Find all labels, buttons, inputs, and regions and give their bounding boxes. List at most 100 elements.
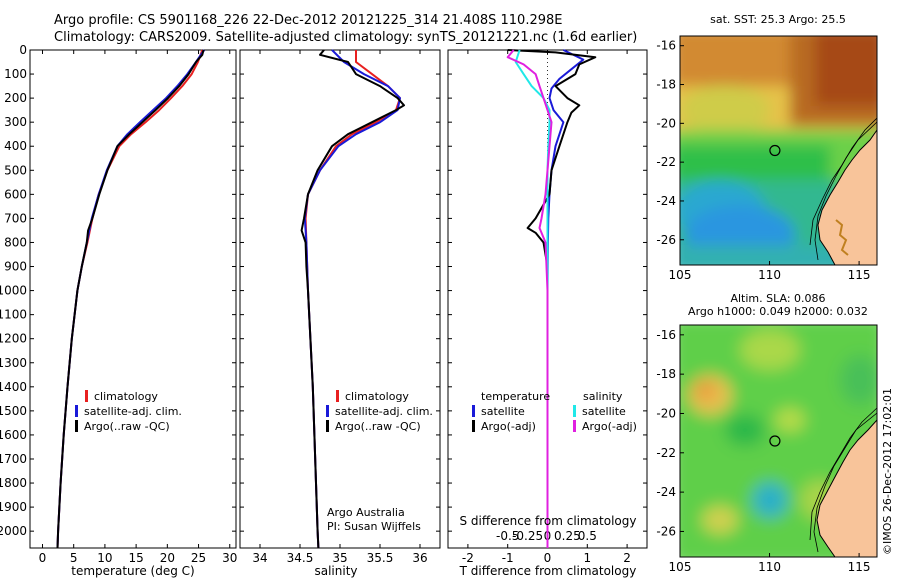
map-y-tick-label: -26: [656, 233, 676, 247]
series-line-satellite: [514, 49, 551, 548]
y-tick-label: 600: [4, 187, 27, 201]
argo-position-marker: [769, 144, 781, 157]
x-tick-label: 1: [583, 551, 591, 565]
x-tick-label: -1: [502, 551, 514, 565]
sla-map-title-1: Altim. SLA: 0.086: [730, 292, 825, 305]
map-y-tick-label: -16: [656, 328, 676, 342]
y-tick-label: 100: [4, 67, 27, 81]
legend-header-salinity: salinity: [583, 390, 623, 403]
legend-swatch-sal-argo: [573, 420, 576, 432]
y-tick-label: 1800: [0, 476, 27, 490]
map-y-tick-label: -18: [656, 78, 676, 92]
legend-swatch-temp-satellite: [472, 405, 475, 417]
y-tick-label: 1900: [0, 500, 27, 514]
top-x-tick-label: -0.25: [512, 529, 543, 543]
map-x-tick-label: 115: [848, 268, 871, 282]
legend-label-argo: Argo(..raw -QC): [84, 420, 170, 433]
y-tick-label: 500: [4, 163, 27, 177]
series-group: [300, 49, 405, 549]
y-tick-label: 1500: [0, 404, 27, 418]
y-tick-label: 200: [4, 91, 27, 105]
salinity-legend: climatology satellite-adj. clim. Argo(..…: [326, 390, 433, 533]
panel-frame: [239, 49, 441, 549]
legend-label-climatology: climatology: [94, 390, 158, 403]
temperature-x-axis-label: temperature (deg C): [71, 564, 194, 578]
map-y-tick-label: -24: [656, 194, 676, 208]
y-tick-label: 1000: [0, 284, 27, 298]
series-line-satellite: [546, 49, 585, 548]
y-tick-label: 1400: [0, 380, 27, 394]
legend-label-temp-argo: Argo(-adj): [481, 420, 536, 433]
sla-map: Altim. SLA: 0.086 Argo h1000: 0.049 h200…: [656, 292, 878, 574]
map-x-tick-label: 105: [669, 560, 692, 574]
map-x-tick-label: 115: [848, 560, 871, 574]
y-tick-label: 400: [4, 139, 27, 153]
map-y-tick-label: -20: [656, 116, 676, 130]
y-tick-label: 1200: [0, 332, 27, 346]
map-x-tick-label: 105: [669, 268, 692, 282]
y-tick-label: 900: [4, 260, 27, 274]
series-line-climatology: [304, 50, 401, 549]
x-tick-label: -2: [462, 551, 474, 565]
map-x-tick-label: 110: [758, 268, 781, 282]
y-tick-label: 0: [19, 43, 27, 57]
map-y-tick-label: -22: [656, 155, 676, 169]
y-tick-label: 2000: [0, 524, 27, 538]
legend-swatch-temp-argo: [472, 420, 475, 432]
map-y-tick-label: -22: [656, 446, 676, 460]
y-tick-label: 1100: [0, 308, 27, 322]
t-difference-x-axis-label: T difference from climatology: [459, 564, 637, 578]
legend-label-temp-satellite: satellite: [481, 405, 525, 418]
difference-legend: temperature salinity satellite Argo(-adj…: [472, 390, 637, 433]
argo-position-marker: [769, 435, 781, 447]
map-y-tick-label: -20: [656, 406, 676, 420]
sst-map-frame: [679, 35, 878, 266]
y-tick-label: 1300: [0, 356, 27, 370]
y-tick-label: 300: [4, 115, 27, 129]
legend-label-climatology: climatology: [345, 390, 409, 403]
series-line-argo--adj-: [506, 49, 553, 548]
y-tick-label: 800: [4, 235, 27, 249]
s-difference-top-axis-label: S difference from climatology: [460, 514, 637, 528]
x-tick-label: 35.5: [367, 551, 394, 565]
map-y-tick-label: -24: [656, 485, 676, 499]
legend-swatch-satellite: [326, 405, 329, 417]
x-tick-label: 0: [39, 551, 47, 565]
header-line-2: Climatology: CARS2009. Satellite-adjuste…: [54, 30, 637, 45]
legend-swatch-argo: [326, 420, 329, 432]
legend-label-satellite: satellite-adj. clim.: [84, 405, 182, 418]
x-tick-label: 34.5: [287, 551, 314, 565]
legend-label-sal-argo: Argo(-adj): [582, 420, 637, 433]
profile-panel-2: -2 -1 0 1 2-0.5-0.25 0 0.250.5: [447, 49, 648, 565]
x-tick-label: 36: [412, 551, 427, 565]
annotation-pi: PI: Susan Wijffels: [327, 520, 421, 533]
map-x-tick-label: 110: [758, 560, 781, 574]
x-tick-label: 10: [97, 551, 112, 565]
x-tick-label: 20: [160, 551, 175, 565]
x-tick-label: 15: [128, 551, 143, 565]
sla-map-frame: [679, 324, 878, 558]
legend-header-temperature: temperature: [481, 390, 550, 403]
annotation-argo-australia: Argo Australia: [327, 506, 405, 519]
salinity-x-axis-label: salinity: [314, 564, 357, 578]
y-tick-label: 1600: [0, 428, 27, 442]
panel-frame: [29, 49, 237, 549]
series-line-satellite-adj--clim-: [303, 49, 401, 549]
series-line-argo---raw--qc-: [300, 49, 405, 549]
series-line-argo---raw--qc-: [56, 49, 205, 549]
top-x-tick-label: -0.5: [496, 529, 519, 543]
x-tick-label: 25: [191, 551, 206, 565]
sst-map-title: sat. SST: 25.3 Argo: 25.5: [710, 13, 846, 26]
x-tick-label: 0: [544, 551, 552, 565]
legend-swatch-climatology: [336, 390, 339, 402]
legend-label-sal-satellite: satellite: [582, 405, 626, 418]
series-group: [56, 49, 206, 549]
x-tick-label: 30: [222, 551, 237, 565]
legend-swatch-satellite: [75, 405, 78, 417]
profile-panel-0: 0100200300400500600700800900100011001200…: [0, 43, 237, 565]
series-group: [506, 49, 597, 548]
x-tick-label: 35: [332, 551, 347, 565]
profile-panels: 0100200300400500600700800900100011001200…: [0, 43, 648, 565]
top-x-tick-label: 0.5: [578, 529, 597, 543]
